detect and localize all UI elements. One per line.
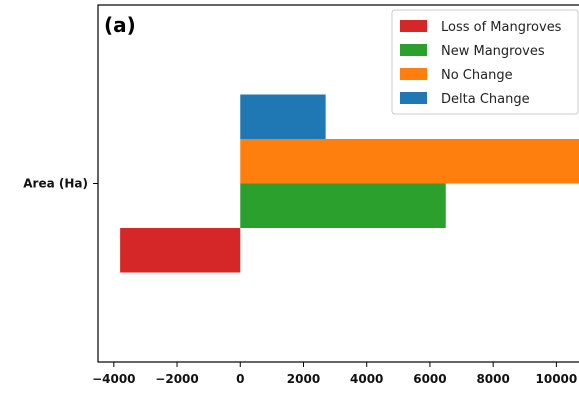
x-axis: −4000 −2000 0 2000 4000 6000 8000 10000 — [92, 362, 577, 386]
legend-swatch — [400, 20, 427, 32]
legend-items: Loss of Mangroves New Mangroves No Change D… — [400, 20, 562, 107]
legend-swatch — [400, 92, 427, 104]
y-axis: Area (Ha) — [23, 177, 98, 191]
bars-layer — [120, 94, 579, 273]
legend-label: New Mangroves — [441, 44, 545, 59]
x-tick-label: 0 — [236, 372, 244, 386]
bar-loss-of-mangroves — [120, 228, 241, 273]
x-tick-label: 10000 — [536, 372, 578, 386]
x-tick-label: 6000 — [413, 372, 446, 386]
panel-label: (a) — [104, 13, 136, 37]
x-tick-label: 8000 — [476, 372, 509, 386]
legend-label: Delta Change — [441, 92, 530, 107]
legend: Loss of Mangroves New Mangroves No Change D… — [391, 9, 579, 115]
y-tick-label: Area (Ha) — [23, 177, 88, 191]
bar-new-mangroves — [240, 183, 446, 228]
x-tick-label: −4000 — [92, 372, 135, 386]
x-tick-label: 4000 — [350, 372, 383, 386]
legend-swatch — [400, 44, 427, 56]
x-tick-label: −2000 — [155, 372, 198, 386]
x-tick-label: 2000 — [287, 372, 320, 386]
legend-box — [391, 9, 579, 115]
legend-label: Loss of Mangroves — [441, 20, 562, 35]
legend-label: No Change — [441, 68, 513, 83]
bar-delta-change — [240, 94, 326, 139]
bar-no-change — [240, 139, 579, 184]
legend-swatch — [400, 68, 427, 80]
